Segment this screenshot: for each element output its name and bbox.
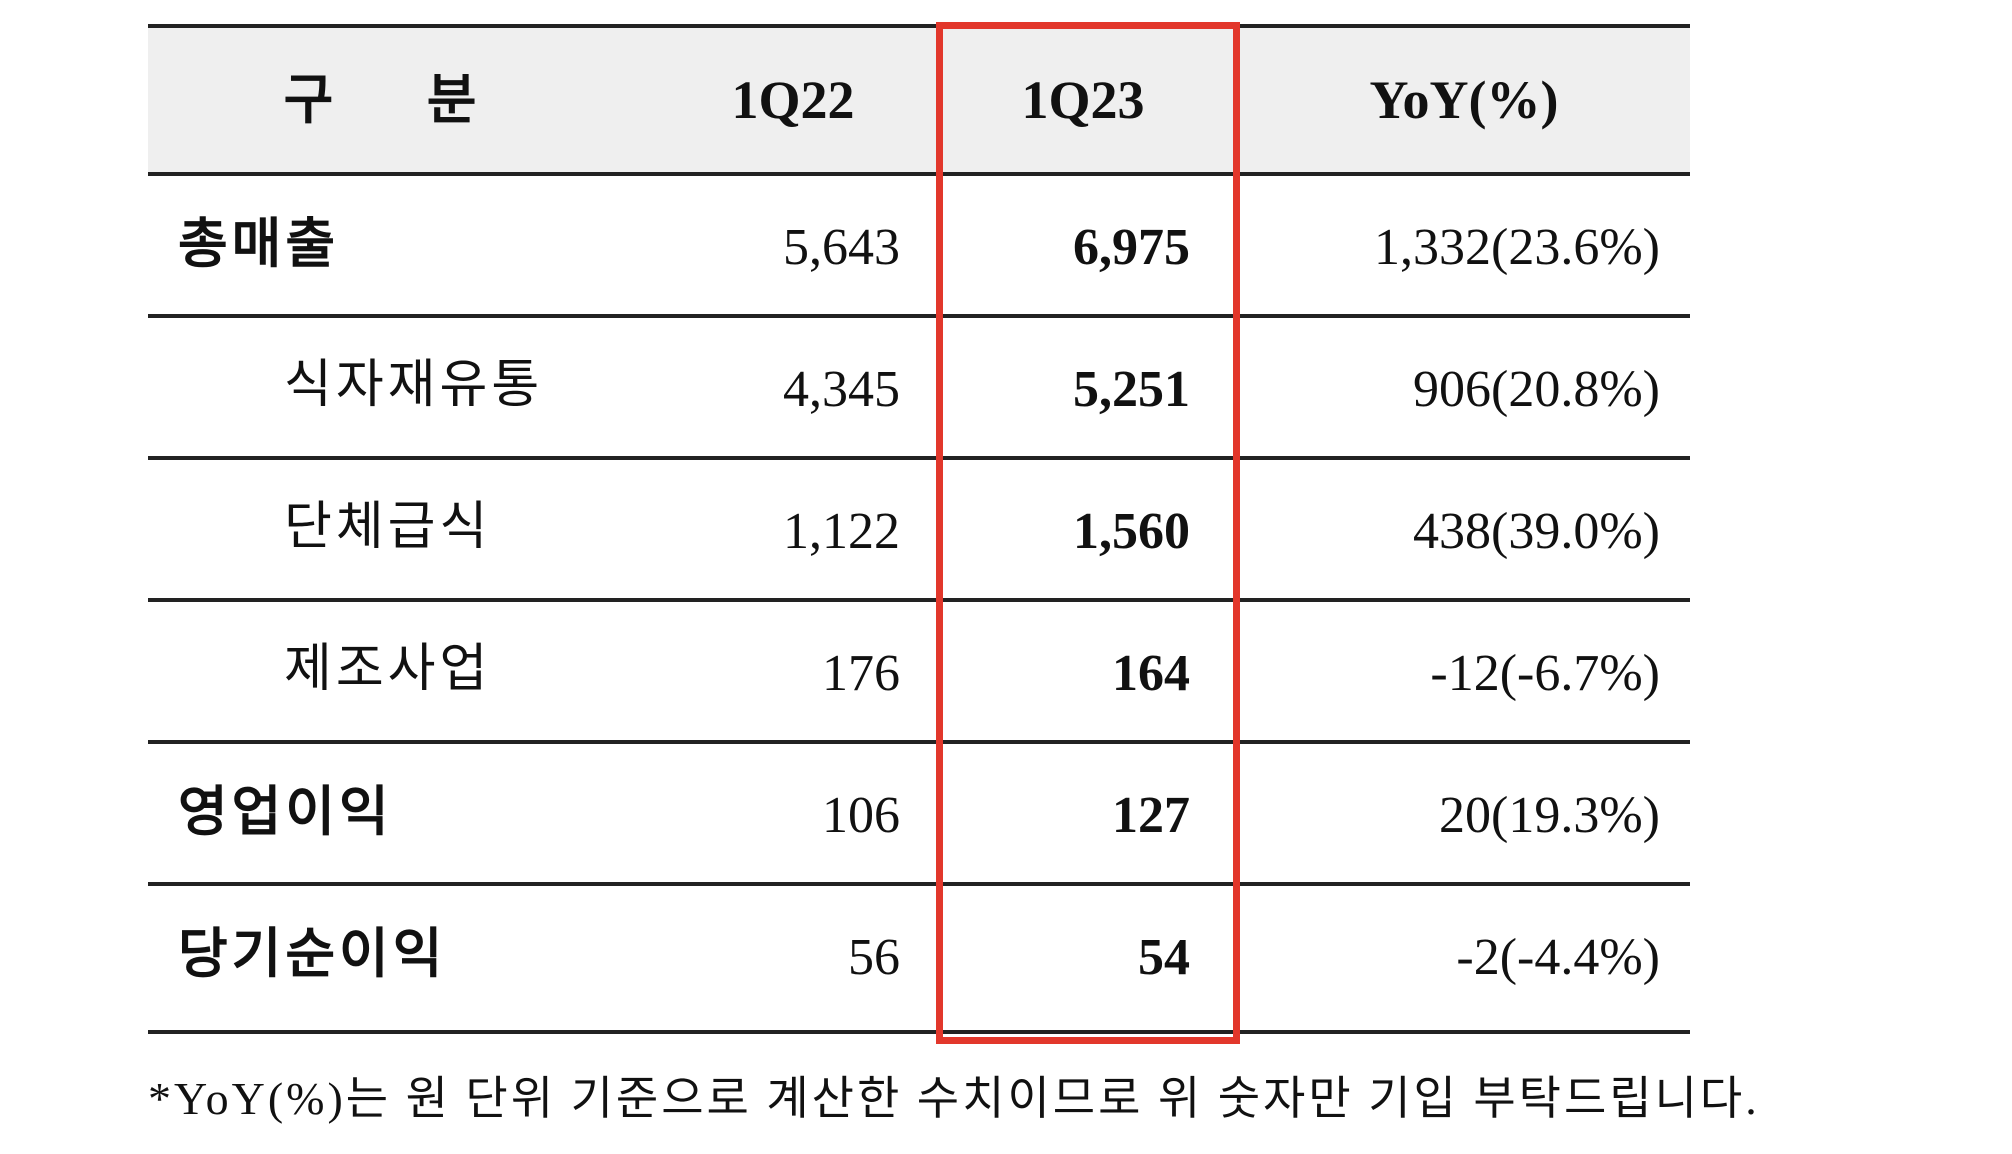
header-cell: 1Q23 xyxy=(1021,70,1145,130)
footnote: *YoY(%)는 원 단위 기준으로 계산한 수치이므로 위 숫자만 기입 부탁… xyxy=(148,1073,1760,1124)
row-value: 127 xyxy=(1112,787,1190,844)
row-label: 식자재유통 xyxy=(284,357,544,414)
row-value: 5,643 xyxy=(783,219,900,276)
header-cell: 구 분 xyxy=(283,70,517,130)
rule-line xyxy=(148,314,1690,318)
row-value: 1,560 xyxy=(1073,503,1190,560)
row-value: 20(19.3%) xyxy=(1439,787,1660,844)
row-value: 906(20.8%) xyxy=(1413,361,1660,418)
header-cell: 1Q22 xyxy=(731,70,855,130)
rule-line xyxy=(148,172,1690,176)
row-value: 176 xyxy=(822,645,900,702)
row-value: 5,251 xyxy=(1073,361,1190,418)
row-value: 4,345 xyxy=(783,361,900,418)
highlight-box xyxy=(936,22,1240,1044)
table-header-bg xyxy=(148,26,1690,174)
row-label: 총매출 xyxy=(178,214,340,274)
row-label: 단체급식 xyxy=(284,499,492,556)
row-value: -2(-4.4%) xyxy=(1456,929,1660,986)
row-value: -12(-6.7%) xyxy=(1430,645,1660,702)
row-value: 164 xyxy=(1112,645,1190,702)
row-value: 438(39.0%) xyxy=(1413,503,1660,560)
row-label: 영업이익 xyxy=(178,782,393,842)
rule-line xyxy=(148,1030,1690,1034)
rule-line xyxy=(148,24,1690,28)
row-value: 106 xyxy=(822,787,900,844)
rule-line xyxy=(148,740,1690,744)
row-label: 당기순이익 xyxy=(178,924,447,984)
header-cell: YoY(%) xyxy=(1369,70,1559,130)
rule-line xyxy=(148,598,1690,602)
row-label: 제조사업 xyxy=(284,641,492,698)
row-value: 1,332(23.6%) xyxy=(1374,219,1660,276)
row-value: 56 xyxy=(848,929,900,986)
row-value: 6,975 xyxy=(1073,219,1190,276)
rule-line xyxy=(148,882,1690,886)
row-value: 1,122 xyxy=(783,503,900,560)
rule-line xyxy=(148,456,1690,460)
row-value: 54 xyxy=(1138,929,1190,986)
